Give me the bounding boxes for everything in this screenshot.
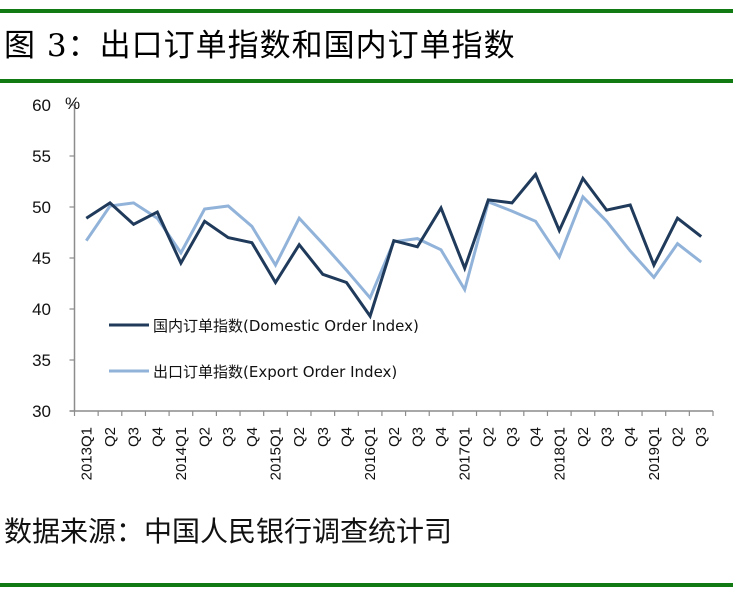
y-axis: 30 35 40 45 50 55 60% xyxy=(32,94,80,421)
x-tick-label: Q2 xyxy=(480,427,497,447)
x-tick-label: Q4 xyxy=(338,427,355,447)
x-tick-label: Q2 xyxy=(386,427,403,447)
y-tick-label: 40 xyxy=(32,300,51,319)
x-tick-label: Q4 xyxy=(528,427,545,447)
y-tick-label: 30 xyxy=(32,402,51,421)
x-tick-label: Q3 xyxy=(599,427,616,447)
top-rule xyxy=(0,9,733,13)
x-tick-label: Q2 xyxy=(197,427,214,447)
x-axis: 2013Q1 Q2 Q3 Q4 2014Q1 Q2 Q3 Q4 2015Q1 Q2 Q3 Q4 2016… xyxy=(69,410,714,480)
y-tick-label: 45 xyxy=(32,249,51,268)
chart-series xyxy=(85,171,703,320)
data-source: 数据来源：中国人民银行调查统计司 xyxy=(4,515,453,548)
legend-label: 国内订单指数(Domestic Order Index) xyxy=(153,317,419,335)
title-rule xyxy=(0,79,733,83)
x-tick-label: Q2 xyxy=(670,427,687,447)
x-tick-label: Q3 xyxy=(504,427,521,447)
x-tick-label: Q2 xyxy=(291,427,308,447)
legend-label: 出口订单指数(Export Order Index) xyxy=(153,363,397,381)
x-tick-label: 2015Q1 xyxy=(268,427,285,480)
x-tick-label: Q4 xyxy=(149,427,166,447)
x-tick-label: Q4 xyxy=(622,427,639,447)
x-tick-label: 2016Q1 xyxy=(362,427,379,480)
x-tick-label: Q2 xyxy=(575,427,592,447)
x-tick-label: Q4 xyxy=(244,427,261,447)
y-tick-label: 50 xyxy=(32,198,51,217)
x-tick-label: 2013Q1 xyxy=(78,427,95,480)
x-tick-label: 2019Q1 xyxy=(646,427,663,480)
x-tick-label: Q4 xyxy=(433,427,450,447)
y-tick-label: 60 xyxy=(32,96,51,115)
x-tick-label: Q3 xyxy=(693,427,710,447)
bottom-rule xyxy=(0,583,733,587)
figure-title: 图 3：出口订单指数和国内订单指数 xyxy=(4,28,516,64)
x-tick-label: Q3 xyxy=(409,427,426,447)
x-tick-label: Q3 xyxy=(315,427,332,447)
y-tick-label: 35 xyxy=(32,351,51,370)
y-tick-label: 55 xyxy=(32,147,51,166)
x-tick-label: 2018Q1 xyxy=(551,427,568,480)
x-tick-label: Q3 xyxy=(126,427,143,447)
x-tick-label: Q2 xyxy=(102,427,119,447)
x-tick-label: Q3 xyxy=(220,427,237,447)
x-tick-label: 2014Q1 xyxy=(173,427,190,480)
series-line xyxy=(85,171,703,320)
chart-legend: 国内订单指数(Domestic Order Index) 出口订单指数(Expor… xyxy=(109,317,419,381)
x-tick-label: 2017Q1 xyxy=(457,427,474,480)
series-line xyxy=(85,194,703,301)
y-unit-label: % xyxy=(65,94,80,113)
